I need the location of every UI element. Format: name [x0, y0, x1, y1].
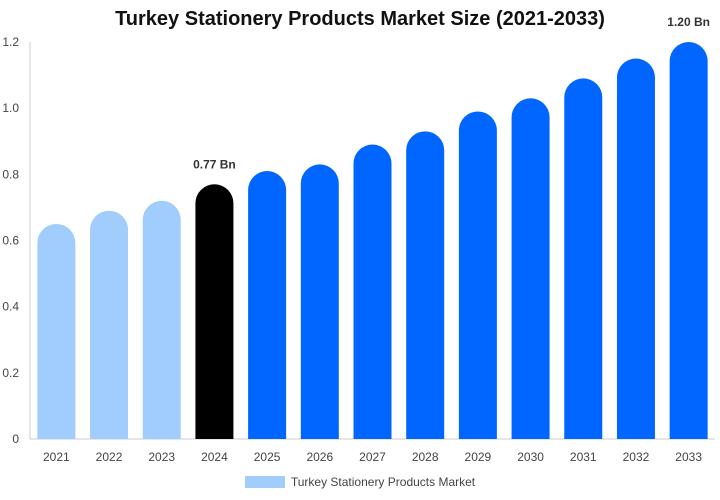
x-tick-label: 2032 — [623, 450, 650, 464]
bar-2027 — [353, 144, 392, 439]
x-tick-label: 2024 — [201, 450, 228, 464]
data-label: 1.20 Bn — [667, 15, 710, 29]
bar-2021 — [37, 223, 76, 439]
y-tick-label: 0.8 — [2, 167, 19, 181]
chart-title: Turkey Stationery Products Market Size (… — [115, 8, 605, 30]
bar-2032 — [616, 58, 655, 440]
x-tick-label: 2025 — [254, 450, 281, 464]
legend-swatch — [244, 476, 285, 488]
x-tick-label: 2023 — [148, 450, 175, 464]
bar-2033 — [669, 42, 708, 439]
y-tick-label: 0.6 — [2, 234, 19, 248]
y-tick-label: 0 — [12, 432, 19, 446]
x-tick-label: 2033 — [675, 450, 702, 464]
legend-label: Turkey Stationery Products Market — [290, 475, 476, 489]
bar-2029 — [458, 111, 497, 439]
x-tick-label: 2021 — [43, 450, 70, 464]
y-tick-label: 0.4 — [2, 300, 19, 314]
bar-2031 — [564, 78, 603, 440]
bar-2022 — [90, 210, 129, 439]
y-tick-label: 0.2 — [2, 366, 19, 380]
x-tick-label: 2027 — [359, 450, 386, 464]
bar-2023 — [142, 200, 181, 439]
y-tick-label: 1.0 — [2, 101, 19, 115]
bar-2026 — [300, 164, 339, 440]
data-label: 0.77 Bn — [193, 157, 236, 171]
x-tick-label: 2028 — [412, 450, 439, 464]
x-tick-label: 2031 — [570, 450, 597, 464]
x-tick-label: 2030 — [517, 450, 544, 464]
x-tick-label: 2029 — [465, 450, 492, 464]
x-tick-label: 2022 — [96, 450, 123, 464]
chart-labels: 2021 2022 2023 2024 2025 2026 2027 2028 2029 2030… — [43, 15, 710, 464]
x-tick-label: 2026 — [306, 450, 333, 464]
y-tick-label: 1.2 — [2, 35, 19, 49]
bar-2024 — [195, 184, 234, 439]
bar-2030 — [511, 98, 550, 439]
chart-legend[interactable]: Turkey Stationery Products Market — [0, 475, 720, 489]
bar-2028 — [406, 131, 445, 439]
bar-2025 — [248, 171, 287, 439]
chart-bars — [37, 42, 708, 440]
